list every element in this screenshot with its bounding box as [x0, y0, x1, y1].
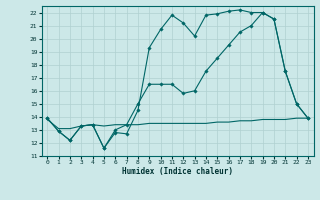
- X-axis label: Humidex (Indice chaleur): Humidex (Indice chaleur): [122, 167, 233, 176]
